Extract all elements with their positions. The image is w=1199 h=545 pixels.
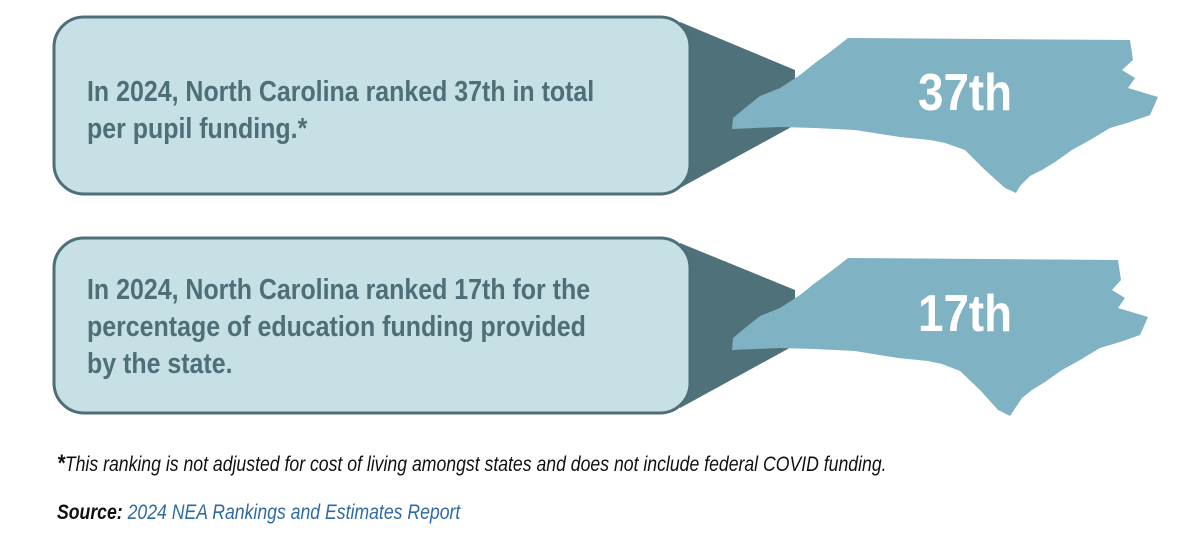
source-label: Source:: [57, 501, 123, 524]
card-text-line: In 2024, North Carolina ranked 37th in t…: [87, 76, 595, 108]
card-graphic: [52, 15, 1158, 196]
north-carolina-map-icon: [732, 38, 1158, 193]
card-text-line: by the state.: [87, 348, 233, 380]
rank-label: 37th: [918, 64, 1013, 122]
card-text-line: per pupil funding.*: [87, 113, 308, 145]
callout-bubble: [52, 236, 692, 415]
card-text-line: In 2024, North Carolina ranked 17th for …: [87, 274, 591, 306]
footnote-marker: *: [57, 450, 65, 477]
source-link[interactable]: 2024 NEA Rankings and Estimates Report: [127, 501, 461, 524]
callout-connector: [680, 22, 795, 188]
card-text: In 2024, North Carolina ranked 37th in t…: [87, 74, 594, 148]
ranking-card-total-funding: In 2024, North Carolina ranked 37th in t…: [0, 0, 1199, 200]
callout-connector: [680, 243, 795, 408]
ranking-card-state-share: In 2024, North Carolina ranked 17th for …: [0, 228, 1199, 428]
card-text-line: percentage of education funding provided: [87, 311, 586, 343]
callout-bubble: [52, 15, 692, 196]
footnote: *This ranking is not adjusted for cost o…: [57, 450, 887, 478]
rank-label: 17th: [918, 285, 1013, 343]
north-carolina-map-icon: [732, 258, 1148, 416]
card-text: In 2024, North Carolina ranked 17th for …: [87, 272, 594, 383]
card-graphic: [52, 236, 1148, 416]
source-line: Source: 2024 NEA Rankings and Estimates …: [57, 501, 460, 525]
footnote-text: This ranking is not adjusted for cost of…: [64, 453, 887, 476]
